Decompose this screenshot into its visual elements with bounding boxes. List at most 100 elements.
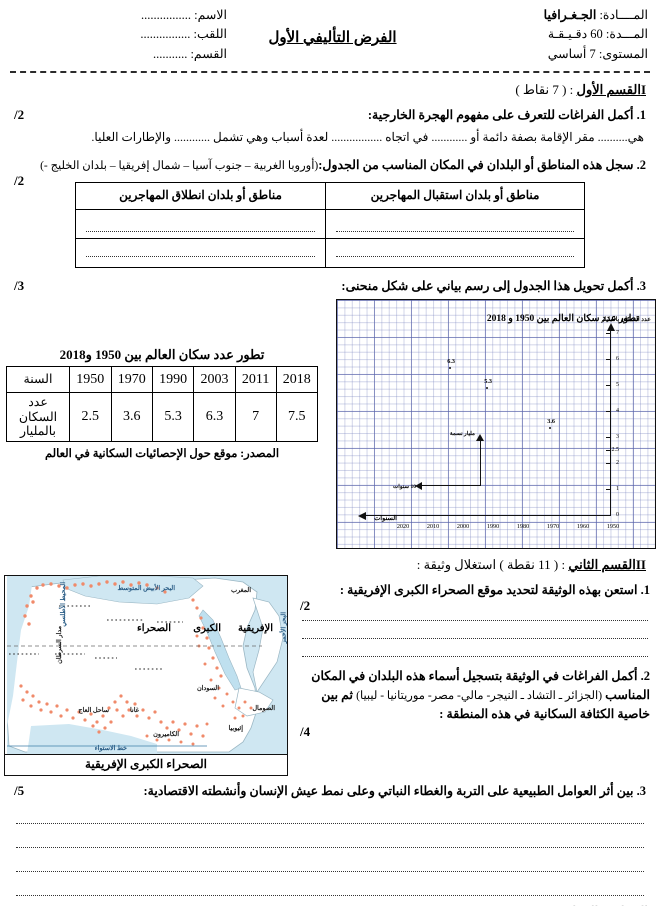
y-tick-2: 2 — [606, 460, 619, 466]
migration-cell-receive-1[interactable] — [325, 208, 585, 239]
question-2-2-text-a: أكمل الفراغات في الوثيقة بتسجيل أسماء هذ… — [311, 669, 650, 702]
map-label-equator: خط الاستواء — [94, 745, 127, 753]
answer-line-2-1-b[interactable] — [302, 627, 648, 640]
footer-presentation-note: السياقة والتنظيم /2 — [12, 904, 648, 906]
map-label-cameroon: الكاميرون — [153, 731, 179, 739]
student-surname-row: اللقب: ................ — [12, 25, 227, 44]
student-name-row: الاسم: ................ — [12, 6, 227, 25]
pop-rowhead-year: السنة — [6, 366, 70, 394]
answer-line-2-3-b[interactable] — [16, 836, 644, 849]
migration-cell-depart-1[interactable] — [74, 208, 327, 239]
population-table-title: تطور عدد سكان العالم بين 1950 و2018 — [59, 347, 265, 363]
question-2-1-mark: /2 — [300, 598, 311, 614]
graph-paper-chart[interactable]: تطور عدد سكان العالم بين 1950 و 2018 عدد… — [336, 299, 656, 550]
pop-value-1990: 5.3 — [151, 392, 195, 443]
x-tick-2010: 2010 — [426, 523, 440, 531]
pop-rowhead-population: عدد السكان بالمليار — [6, 392, 70, 443]
section-2-body: /2 1. استعن بهذه الوثيقة لتحديد موقع الص… — [0, 575, 660, 777]
header-student-block: الاسم: ................ اللقب: .........… — [12, 6, 227, 64]
data-point-marker-5-3 — [486, 387, 488, 390]
y-tick-7: 7 — [606, 330, 619, 336]
x-tick-1980: 1980 — [516, 523, 530, 531]
map-label-morocco: المغرب — [230, 587, 251, 595]
data-point-marker-6-3 — [449, 367, 451, 370]
student-surname-field[interactable]: ................ — [140, 27, 191, 42]
question-2-3-mark: /5 — [14, 783, 25, 799]
section-1-title: القسم الأول — [576, 82, 641, 98]
map-label-red-sea: البحر الأحمر — [280, 612, 287, 644]
student-surname-label: اللقب: — [193, 27, 228, 42]
answer-line-2-1-c[interactable] — [302, 645, 648, 658]
header-divider — [10, 71, 650, 74]
y-tick-6: 6 — [606, 356, 619, 362]
question-1-2: /2 2. سجل هذه المناطق أو البلدان في المك… — [14, 156, 646, 188]
question-2-2: /4 2. أكمل الفراغات في الوثيقة بتسجيل أس… — [300, 667, 650, 739]
section-2-points: : ( 11 نقطة ) استغلال وثيقة : — [416, 557, 566, 573]
question-1-1: /2 1. أكمل الفراغات للتعرف على مفهوم اله… — [14, 106, 646, 124]
x-tick-1990: 1990 — [486, 523, 500, 531]
section-1-roman: I — [640, 82, 646, 98]
data-point-marker-3-6 — [549, 427, 551, 430]
y-tick-2-5: 2.5 — [606, 447, 619, 453]
population-table: 2018 2011 2003 1990 1970 1950 السنة 7.5 … — [6, 366, 319, 443]
duration-value: 60 دقـيـقـة — [547, 27, 603, 42]
x-tick-1960: 1960 — [576, 523, 590, 531]
migration-cell-depart-2[interactable] — [74, 237, 327, 268]
question-2-1: /2 1. استعن بهذه الوثيقة لتحديد موقع الص… — [300, 581, 650, 613]
map-document[interactable]: المحيط الأطلسي المغرب البحر الأبيض المتو… — [4, 575, 288, 777]
header-duration-row: المـــدة: 60 دقـيـقـة — [438, 25, 648, 44]
question-2-2-text-b: ثم بين خاصية الكثافة السكانية في هذه الم… — [321, 687, 650, 722]
header-subject-row: المــــادة: الجـغـرافيا — [438, 6, 648, 25]
map-label-mediterranean-sea: البحر الأبيض المتوسط — [117, 585, 175, 593]
answer-line-2-3-d[interactable] — [16, 884, 644, 897]
answer-line-2-3-c[interactable] — [16, 860, 644, 873]
question-2-1-number: 1. — [640, 583, 650, 598]
section-1-heading: Iالقسم الأول : ( 7 نقاط ) — [14, 82, 646, 98]
map-label-sudan: السودان — [196, 685, 219, 693]
pop-year-2011: 2011 — [234, 366, 277, 394]
question-2-2-mark: /4 — [300, 724, 311, 740]
question-1-2-number: 2. — [636, 158, 646, 173]
header-title-block: الفرض التأليفي الأول — [227, 6, 438, 47]
blank-country-placeholders — [9, 605, 183, 670]
question-2-3-number: 3. — [636, 784, 646, 799]
student-class-label: القسم: — [190, 46, 227, 61]
dotted-answer-line — [86, 221, 316, 232]
document-header: المــــادة: الجـغـرافيا المـــدة: 60 دقـ… — [0, 0, 660, 64]
question-2-2-body: 2. أكمل الفراغات في الوثيقة بتسجيل أسماء… — [300, 667, 650, 724]
map-label-ivory-coast: ساحل العاج — [78, 707, 109, 715]
map-caption: الصحراء الكبرى الإفريقية — [5, 754, 287, 775]
level-label: المستوى: — [598, 46, 648, 61]
dotted-answer-line — [86, 246, 316, 257]
section-1-points: : ( 7 نقاط ) — [515, 82, 574, 98]
migration-cell-receive-2[interactable] — [325, 237, 585, 268]
student-name-field[interactable]: ................ — [141, 8, 191, 22]
answer-line-2-1-a[interactable] — [302, 609, 648, 622]
pop-value-2003: 6.3 — [193, 392, 236, 443]
question-1-1-blank[interactable]: هي.......... مقر الإقامة بصفة دائمة أو .… — [91, 130, 644, 145]
answer-line-2-3-a[interactable] — [16, 812, 644, 825]
question-1-1-mark: /2 — [14, 107, 25, 123]
scale-horizontal-arrow — [415, 482, 481, 491]
grid-major — [337, 300, 655, 549]
pop-year-2003: 2003 — [193, 366, 236, 394]
question-2-1-text: استعن بهذه الوثيقة لتحديد موقع الصحراء ا… — [339, 583, 638, 598]
x-tick-2020: 2020 — [396, 523, 410, 531]
x-tick-2000: 2000 — [456, 523, 470, 531]
data-point-label-6-3: 6.3 — [447, 358, 455, 366]
section-2-title: القسم الثاني — [568, 557, 636, 573]
question-1-2-mark: /2 — [14, 173, 25, 189]
scale-vertical-arrow — [476, 434, 484, 487]
duration-label: المـــدة: — [605, 27, 648, 42]
question-1-2-text: سجل هذه المناطق أو البلدان في المكان الم… — [318, 158, 634, 173]
migration-col-depart: مناطق أو بلدان انطلاق المهاجرين — [74, 181, 327, 210]
migration-col-receive: مناطق أو بلدان استقبال المهاجرين — [325, 181, 585, 210]
y-tick-5: 5 — [606, 382, 619, 388]
student-class-field[interactable]: ........... — [152, 46, 188, 61]
x-axis-label: السنوات — [374, 515, 397, 523]
question-1-1-number: 1. — [636, 108, 646, 123]
student-class-row: القسم: ........... — [12, 45, 227, 64]
student-name-label: الاسم: — [194, 8, 227, 22]
pop-year-1970: 1970 — [110, 366, 153, 394]
